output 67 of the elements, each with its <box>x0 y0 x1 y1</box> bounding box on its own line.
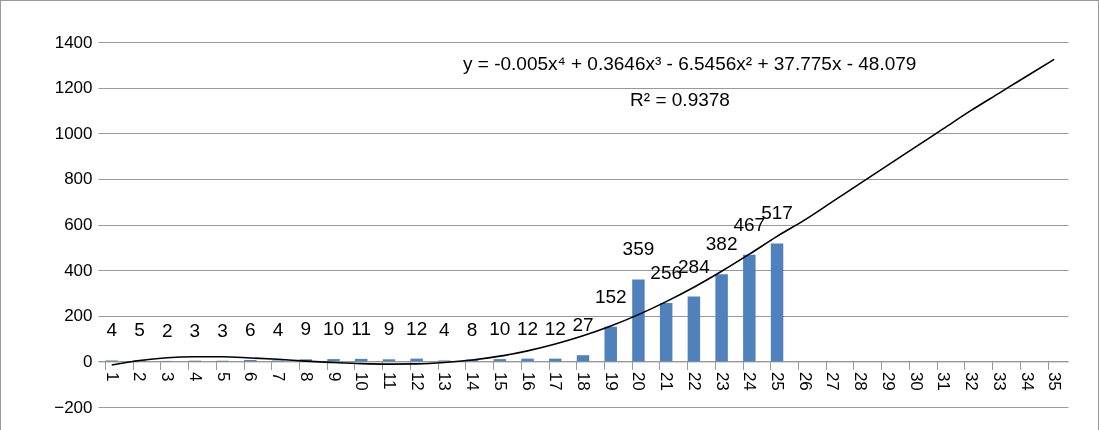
data-label: 27 <box>572 314 594 336</box>
data-label: 4 <box>272 319 284 341</box>
data-label: 12 <box>406 317 428 339</box>
x-tick-label: 4 <box>185 371 205 382</box>
x-tick-label: 12 <box>407 371 427 391</box>
y-tick-label: 800 <box>64 169 93 189</box>
annotation: y = -0.005x⁴ + 0.3646x³ - 6.5456x² + 37.775x - 48.079 <box>463 53 917 74</box>
data-label: 4 <box>439 319 451 341</box>
x-tick-label: 7 <box>269 371 289 382</box>
x-tick-label: 31 <box>934 371 954 391</box>
data-label: 8 <box>466 318 478 340</box>
data-label: 359 <box>622 238 655 260</box>
data-label: 2 <box>161 319 173 341</box>
x-tick-label: 9 <box>324 371 344 382</box>
x-tick-label: 1 <box>102 371 122 382</box>
y-tick-label: 0 <box>83 351 93 371</box>
annotation: R² = 0.9378 <box>630 89 730 110</box>
y-tick-label: 400 <box>64 260 93 280</box>
data-label: 152 <box>594 285 627 307</box>
x-tick-label: 34 <box>1017 371 1037 391</box>
x-tick-label: 2 <box>130 371 150 382</box>
x-tick-label: 10 <box>352 371 372 391</box>
x-tick-label: 23 <box>712 371 732 391</box>
data-label: 11 <box>351 317 372 339</box>
data-label: 9 <box>300 318 312 340</box>
x-tick-label: 22 <box>684 371 704 391</box>
x-tick-label: 18 <box>574 371 593 391</box>
x-tick-label: 8 <box>296 371 316 382</box>
data-label: 10 <box>489 318 511 340</box>
x-tick-label: 26 <box>795 371 815 391</box>
x-tick-label: 6 <box>241 371 261 382</box>
x-tick-label: 35 <box>1045 371 1065 391</box>
y-tick-label: −200 <box>54 397 93 417</box>
x-tick-label: 24 <box>740 371 760 391</box>
x-tick-label: 25 <box>768 371 788 391</box>
x-tick-label: 19 <box>601 371 621 391</box>
x-tick-label: 32 <box>962 371 982 391</box>
data-label: 12 <box>544 317 566 339</box>
x-tick-label: 14 <box>463 371 483 391</box>
x-tick-label: 27 <box>823 371 843 391</box>
x-tick-label: 16 <box>518 371 538 391</box>
data-label: 5 <box>134 319 145 341</box>
x-tick-label: 15 <box>490 371 510 391</box>
data-label: 12 <box>516 317 539 339</box>
x-tick-label: 3 <box>158 371 178 382</box>
x-tick-label: 17 <box>546 371 566 391</box>
data-label: 9 <box>383 318 395 340</box>
x-tick-label: 20 <box>629 371 649 391</box>
x-tick-label: 33 <box>989 371 1009 391</box>
data-label: 382 <box>705 233 738 255</box>
y-tick-label: 200 <box>64 306 93 326</box>
x-tick-label: 11 <box>379 371 399 390</box>
x-tick-label: 28 <box>851 371 871 391</box>
y-tick-label: 1000 <box>54 123 93 143</box>
x-tick-label: 30 <box>906 371 926 391</box>
x-tick-label: 5 <box>213 371 233 382</box>
y-tick-label: 1200 <box>54 78 93 98</box>
data-label: 3 <box>217 319 228 341</box>
data-label: 10 <box>322 318 345 340</box>
x-tick-label: 29 <box>878 371 898 391</box>
y-tick-label: 600 <box>64 215 93 234</box>
data-label: 3 <box>189 319 201 341</box>
x-tick-label: 13 <box>435 371 455 391</box>
x-tick-label: 21 <box>657 371 677 391</box>
data-label: 6 <box>245 319 256 341</box>
y-tick-label: 1400 <box>54 32 93 52</box>
data-label: 4 <box>106 319 118 341</box>
